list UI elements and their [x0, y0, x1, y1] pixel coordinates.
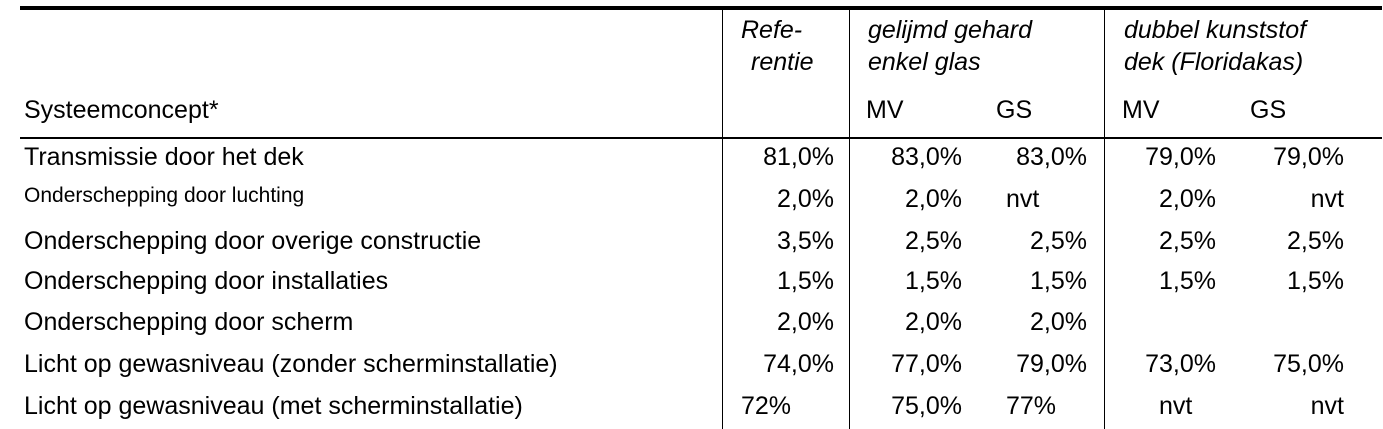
column-divider-group2	[1104, 10, 1105, 429]
cell-reference: 3,5%	[777, 227, 834, 255]
cell-group2-gs: 1,5%	[1287, 267, 1344, 295]
table-top-rule	[20, 6, 1382, 10]
cell-group2-mv: 2,0%	[1159, 185, 1216, 213]
cell-group2-mv: nvt	[1159, 392, 1193, 420]
row-label: Onderschepping door overige constructie	[24, 227, 482, 255]
row-label: Licht op gewasniveau (zonder scherminsta…	[24, 350, 558, 378]
cell-group1-gs: 79,0%	[1016, 350, 1087, 378]
cell-group1-mv: 75,0%	[891, 392, 962, 420]
cell-group2-gs: 79,0%	[1273, 143, 1344, 171]
row-label: Onderschepping door scherm	[24, 308, 354, 336]
cell-group1-mv: 77,0%	[891, 350, 962, 378]
cell-group2-mv: 2,5%	[1159, 227, 1216, 255]
cell-group1-gs: 2,5%	[1030, 227, 1087, 255]
header-reference-line2: rentie	[751, 48, 814, 76]
cell-reference: 81,0%	[763, 143, 834, 171]
column-divider-reference	[722, 10, 723, 429]
cell-group1-mv: 1,5%	[905, 267, 962, 295]
header-group1-line2: enkel glas	[868, 48, 981, 76]
cell-group1-gs: 77%	[1006, 392, 1057, 420]
header-bottom-rule	[20, 137, 1382, 139]
cell-group2-gs: nvt	[1310, 392, 1344, 420]
cell-group2-gs: 2,5%	[1287, 227, 1344, 255]
cell-group1-mv: 2,0%	[905, 308, 962, 336]
header-group2-line1: dubbel kunststof	[1124, 16, 1307, 44]
cell-group1-mv: 2,0%	[905, 185, 962, 213]
row-label: Licht op gewasniveau (met scherminstalla…	[24, 392, 523, 420]
cell-group1-mv: 83,0%	[891, 143, 962, 171]
cell-group1-gs: 1,5%	[1030, 267, 1087, 295]
cell-group2-mv: 79,0%	[1145, 143, 1216, 171]
cell-group2-mv: 73,0%	[1145, 350, 1216, 378]
cell-group1-gs: nvt	[1006, 185, 1040, 213]
cell-reference: 72%	[741, 392, 792, 420]
cell-group1-gs: 83,0%	[1016, 143, 1087, 171]
row-label: Onderschepping door installaties	[24, 267, 389, 295]
column-divider-group1	[849, 10, 850, 429]
row-label: Onderschepping door luchting	[24, 184, 305, 207]
header-group2-line2: dek (Floridakas)	[1124, 48, 1304, 76]
header-group1-line1: gelijmd gehard	[868, 16, 1032, 44]
row-label: Transmissie door het dek	[24, 143, 304, 171]
header-group1-mv: MV	[866, 96, 904, 124]
cell-group1-mv: 2,5%	[905, 227, 962, 255]
cell-reference: 2,0%	[777, 185, 834, 213]
cell-group2-mv: 1,5%	[1159, 267, 1216, 295]
header-group2-mv: MV	[1122, 96, 1160, 124]
cell-group2-gs: nvt	[1310, 185, 1344, 213]
header-row-label: Systeemconcept*	[24, 96, 219, 124]
cell-group1-gs: 2,0%	[1030, 308, 1087, 336]
header-group1-gs: GS	[996, 96, 1033, 124]
cell-reference: 1,5%	[777, 267, 834, 295]
header-reference-line1: Refe-	[741, 16, 803, 44]
cell-reference: 74,0%	[763, 350, 834, 378]
header-group2-gs: GS	[1250, 96, 1287, 124]
cell-group2-gs: 75,0%	[1273, 350, 1344, 378]
cell-reference: 2,0%	[777, 308, 834, 336]
